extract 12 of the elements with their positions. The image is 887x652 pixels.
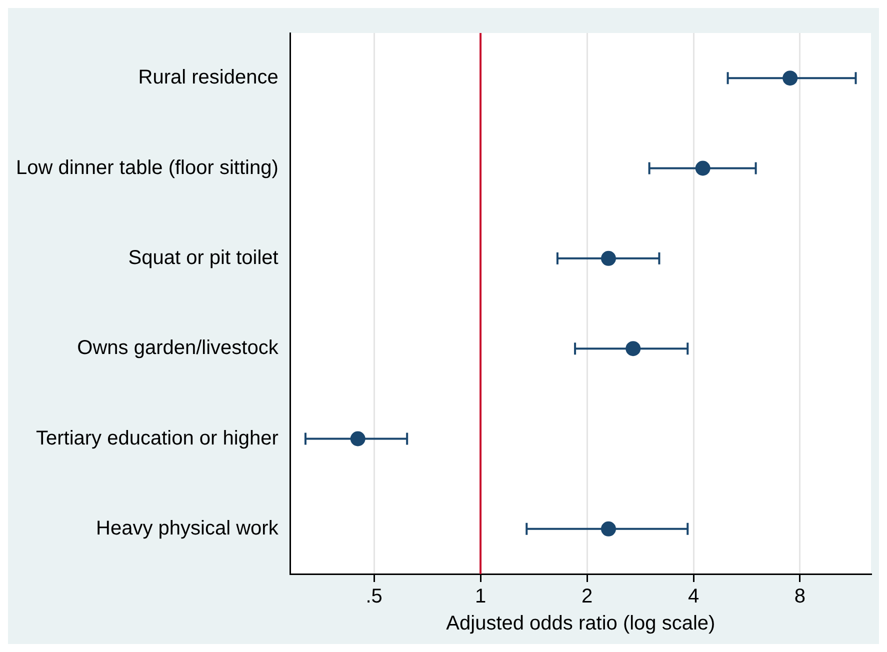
- y-tick-label: Rural residence: [138, 66, 278, 89]
- x-axis-title: Adjusted odds ratio (log scale): [446, 612, 716, 635]
- y-tick-label: Low dinner table (floor sitting): [16, 156, 278, 179]
- x-tick-label: 8: [794, 586, 806, 608]
- y-tick-label: Squat or pit toilet: [128, 246, 279, 269]
- y-tick-label: Owns garden/livestock: [77, 337, 280, 360]
- x-tick-label: 4: [688, 586, 700, 608]
- y-tick-label: Tertiary education or higher: [36, 427, 279, 450]
- y-tick-label: Heavy physical work: [96, 517, 280, 540]
- x-tick-label: 2: [581, 586, 593, 608]
- x-tick-label: 1: [474, 586, 486, 608]
- x-tick-label: .5: [366, 586, 382, 608]
